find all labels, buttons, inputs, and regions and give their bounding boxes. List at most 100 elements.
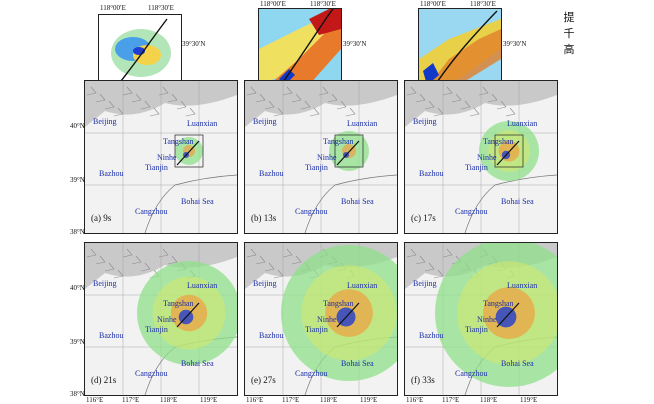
- city-label-tangshan: Tangshan: [483, 137, 514, 146]
- city-label-bazhou: Bazhou: [259, 169, 284, 178]
- city-label-bohai: Bohai Sea: [501, 197, 534, 206]
- panel-label: (c) 17s: [411, 213, 436, 223]
- inset-b-lon2: 118°30′E: [310, 0, 336, 8]
- map-panel-1: Beijing Luanxian Tangshan Ninhe Tianjin Bazho…: [84, 80, 238, 234]
- city-label-cangzhou: Cangzhou: [135, 207, 168, 216]
- map-panel-5: Beijing Luanxian Tangshan Ninhe Tianjin Bazho…: [244, 242, 398, 396]
- panel-label: (d) 21s: [91, 375, 117, 385]
- inset-c-lat: 39°30′N: [503, 40, 527, 48]
- city-label-luanxian: Luanxian: [347, 281, 378, 290]
- city-label-bohai: Bohai Sea: [501, 359, 534, 368]
- panel-label: (f) 33s: [411, 375, 435, 385]
- city-label-bohai: Bohai Sea: [341, 197, 374, 206]
- lon-a-117: 117°E: [122, 396, 140, 404]
- lon-a-118: 118°E: [160, 396, 178, 404]
- city-label-cangzhou: Cangzhou: [295, 207, 328, 216]
- city-label-luanxian: Luanxian: [187, 119, 218, 128]
- inset-c-field: [419, 9, 501, 85]
- city-label-bohai: Bohai Sea: [341, 359, 374, 368]
- city-label-bazhou: Bazhou: [99, 331, 124, 340]
- city-label-cangzhou: Cangzhou: [135, 369, 168, 378]
- city-label-luanxian: Luanxian: [347, 119, 378, 128]
- lat-38-bot: 38°N: [70, 390, 85, 398]
- map-field: [245, 243, 397, 395]
- map-panel-3: Beijing Luanxian Tangshan Ninhe Tianjin Bazho…: [404, 80, 558, 234]
- city-label-bohai: Bohai Sea: [181, 197, 214, 206]
- lon-c-116: 116°E: [406, 396, 424, 404]
- map-panel-6: Beijing Luanxian Tangshan Ninhe Tianjin Bazho…: [404, 242, 558, 396]
- city-label-bazhou: Bazhou: [99, 169, 124, 178]
- city-label-tianjin: Tianjin: [465, 325, 488, 334]
- city-label-beijing: Beijing: [413, 117, 437, 126]
- inset-b-lat: 39°30′N: [343, 40, 367, 48]
- city-label-tianjin: Tianjin: [465, 163, 488, 172]
- inset-a: [98, 14, 182, 86]
- lon-c-118: 118°E: [480, 396, 498, 404]
- city-label-cangzhou: Cangzhou: [455, 369, 488, 378]
- city-label-beijing: Beijing: [93, 279, 117, 288]
- city-label-beijing: Beijing: [253, 117, 277, 126]
- lat-39-top: 39°N: [70, 176, 85, 184]
- city-label-beijing: Beijing: [93, 117, 117, 126]
- city-label-ninhe: Ninhe: [157, 315, 177, 324]
- map-field: [85, 81, 237, 233]
- city-label-luanxian: Luanxian: [507, 281, 538, 290]
- map-panel-4: Beijing Luanxian Tangshan Ninhe Tianjin Bazho…: [84, 242, 238, 396]
- lon-c-117: 117°E: [442, 396, 460, 404]
- lat-40-bot: 40°N: [70, 284, 85, 292]
- lon-c-119: 119°E: [520, 396, 538, 404]
- city-label-luanxian: Luanxian: [507, 119, 538, 128]
- city-label-bazhou: Bazhou: [419, 169, 444, 178]
- lat-40-top: 40°N: [70, 122, 85, 130]
- city-label-beijing: Beijing: [253, 279, 277, 288]
- inset-a-field: [99, 15, 181, 85]
- map-field: [245, 81, 397, 233]
- city-label-bohai: Bohai Sea: [181, 359, 214, 368]
- lon-b-117: 117°E: [282, 396, 300, 404]
- side-char-3: 高: [563, 43, 575, 56]
- side-char-1: 提: [563, 11, 575, 24]
- lon-a-119: 119°E: [200, 396, 218, 404]
- inset-c: [418, 8, 502, 86]
- city-label-tangshan: Tangshan: [323, 137, 354, 146]
- inset-c-lon2: 118°30′E: [470, 0, 496, 8]
- city-label-beijing: Beijing: [413, 279, 437, 288]
- panel-label: (b) 13s: [251, 213, 277, 223]
- lon-b-118: 118°E: [320, 396, 338, 404]
- panel-label: (e) 27s: [251, 375, 276, 385]
- lat-39-bot: 39°N: [70, 338, 85, 346]
- city-label-cangzhou: Cangzhou: [295, 369, 328, 378]
- city-label-ninhe: Ninhe: [317, 315, 337, 324]
- inset-b-field: [259, 9, 341, 85]
- map-panel-2: Beijing Luanxian Tangshan Ninhe Tianjin Bazho…: [244, 80, 398, 234]
- lat-38-top: 38°N: [70, 228, 85, 236]
- city-label-cangzhou: Cangzhou: [455, 207, 488, 216]
- inset-a-lon1: 118°00′E: [100, 4, 126, 12]
- map-field: [405, 81, 557, 233]
- inset-a-lat: 39°30′N: [182, 40, 206, 48]
- city-label-ninhe: Ninhe: [157, 153, 177, 162]
- inset-b: [258, 8, 342, 86]
- city-label-tianjin: Tianjin: [145, 325, 168, 334]
- city-label-tangshan: Tangshan: [483, 299, 514, 308]
- panel-label: (a) 9s: [91, 213, 112, 223]
- inset-a-lon2: 118°30′E: [148, 4, 174, 12]
- city-label-tianjin: Tianjin: [305, 163, 328, 172]
- inset-b-lon1: 118°00′E: [260, 0, 286, 8]
- city-label-bazhou: Bazhou: [259, 331, 284, 340]
- lon-b-116: 116°E: [246, 396, 264, 404]
- side-text: 提 千 高: [562, 10, 576, 58]
- city-label-tangshan: Tangshan: [323, 299, 354, 308]
- side-char-2: 千: [563, 27, 575, 40]
- map-field: [85, 243, 237, 395]
- city-label-tianjin: Tianjin: [145, 163, 168, 172]
- city-label-tangshan: Tangshan: [163, 137, 194, 146]
- city-label-luanxian: Luanxian: [187, 281, 218, 290]
- city-label-tangshan: Tangshan: [163, 299, 194, 308]
- lon-a-116: 116°E: [86, 396, 104, 404]
- city-label-bazhou: Bazhou: [419, 331, 444, 340]
- city-label-tianjin: Tianjin: [305, 325, 328, 334]
- city-label-ninhe: Ninhe: [477, 315, 497, 324]
- city-label-ninhe: Ninhe: [317, 153, 337, 162]
- city-label-ninhe: Ninhe: [477, 153, 497, 162]
